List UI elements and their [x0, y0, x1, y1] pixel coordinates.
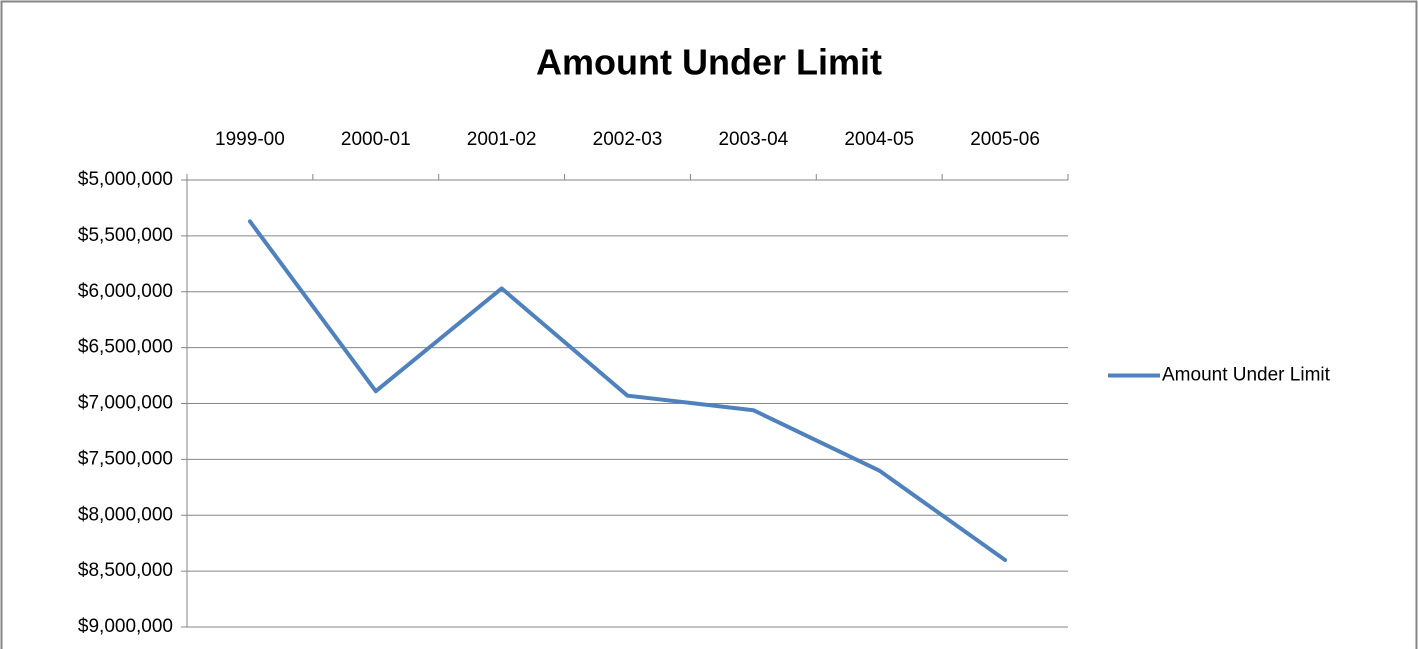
legend-label: Amount Under Limit — [1162, 365, 1331, 386]
y-tick-label: $6,500,000 — [78, 337, 173, 358]
x-tick-label: 1999-00 — [215, 129, 285, 150]
y-tick-label: $5,500,000 — [78, 225, 173, 246]
y-tick-label: $8,500,000 — [78, 560, 173, 581]
y-tick-label: $6,000,000 — [78, 281, 173, 302]
y-tick-label: $7,000,000 — [78, 393, 173, 414]
data-line — [247, 219, 1008, 562]
x-tick-label: 2003-04 — [718, 129, 788, 150]
x-tick-label: 2004-05 — [844, 129, 914, 150]
y-tick-label: $5,000,000 — [78, 169, 173, 190]
y-tick-label: $9,000,000 — [78, 616, 173, 637]
x-tick-label: 2000-01 — [341, 129, 411, 150]
y-tick-label: $7,500,000 — [78, 448, 173, 469]
x-tick-label: 2005-06 — [970, 129, 1040, 150]
x-tick-label: 2001-02 — [467, 129, 537, 150]
chart-title: Amount Under Limit — [536, 42, 882, 83]
x-tick-label: 2002-03 — [593, 129, 663, 150]
y-tick-label: $8,000,000 — [78, 504, 173, 525]
